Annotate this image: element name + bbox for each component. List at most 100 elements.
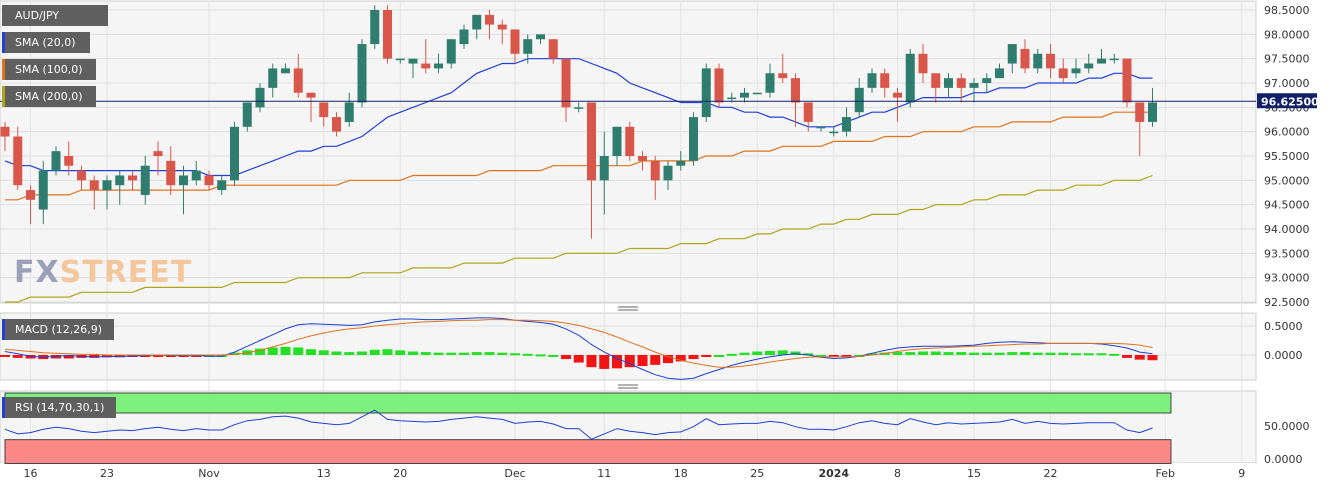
macd-bar: [777, 350, 788, 355]
candle: [842, 107, 851, 137]
rsi-y-tick-label: 0.0000: [1264, 453, 1303, 466]
legend-symbol[interactable]: AUD/JPY: [2, 5, 108, 26]
candle: [663, 160, 673, 191]
macd-bar: [369, 349, 380, 355]
y-tick-label: 97.0000: [1264, 77, 1310, 90]
candles: [0, 5, 1157, 239]
candle: [752, 92, 762, 95]
macd-bar: [752, 351, 763, 355]
candle: [1109, 53, 1119, 64]
macd-bar: [969, 352, 979, 355]
legend-sma-200[interactable]: SMA (200,0): [2, 86, 96, 107]
macd-resize-handle[interactable]: [618, 306, 638, 311]
x-tick-label: Feb: [1156, 467, 1175, 480]
macd-bar: [433, 352, 444, 355]
macd-bar: [586, 355, 597, 368]
candle: [1071, 58, 1081, 79]
macd-bar: [561, 355, 571, 360]
macd-bar: [918, 351, 928, 355]
y-tick-label: 95.5000: [1264, 150, 1310, 163]
macd-bar: [930, 351, 941, 355]
candle: [612, 126, 622, 166]
rsi-bands: [4, 392, 1172, 464]
macd-bar: [701, 355, 712, 357]
macd-bar: [688, 355, 699, 360]
macd-bar: [1122, 355, 1132, 358]
macd-bar: [510, 353, 520, 356]
legend-rsi[interactable]: RSI (14,70,30,1): [2, 397, 116, 418]
last-price-label: 96.62500: [1261, 95, 1319, 108]
macd-bar: [663, 355, 673, 364]
candle: [995, 63, 1004, 79]
candle: [383, 5, 392, 64]
y-tick-label: 93.0000: [1264, 272, 1310, 285]
candle: [77, 165, 86, 191]
y-tick-label: 92.5000: [1264, 296, 1310, 309]
candle: [893, 87, 902, 122]
candle: [778, 53, 788, 83]
x-tick-label: 18: [674, 467, 688, 480]
macd-bar: [765, 350, 775, 355]
macd-bar: [497, 352, 508, 355]
candle: [561, 58, 571, 122]
candle: [676, 151, 686, 171]
candle: [791, 73, 800, 127]
candle: [0, 121, 10, 152]
candle: [944, 73, 953, 98]
macd-bar: [459, 352, 469, 355]
macd-bar: [739, 352, 750, 355]
candle: [204, 170, 214, 191]
candle: [166, 146, 176, 195]
candle: [64, 141, 74, 176]
macd-bar: [0, 355, 10, 357]
candle: [357, 39, 367, 108]
macd-bar: [102, 355, 112, 358]
macd-bar: [25, 355, 36, 359]
x-tick-label: 22: [1044, 467, 1058, 480]
candle: [880, 68, 890, 98]
x-tick-label: 16: [24, 467, 38, 480]
rsi-resize-handle[interactable]: [618, 384, 638, 389]
candle: [650, 156, 660, 200]
macd-series-0: [4, 317, 1153, 380]
x-axis-ticks: 16 23 Nov 13 20 Dec 11 18 25 2024 8 15 22 Feb 9: [24, 467, 1246, 480]
candle: [1046, 44, 1055, 79]
candle: [1135, 102, 1145, 156]
candle: [765, 63, 775, 98]
candle: [306, 92, 316, 122]
macd-bar: [650, 355, 661, 365]
candle: [803, 102, 813, 132]
candle: [434, 53, 443, 74]
candle: [1020, 39, 1030, 74]
macd-bar: [408, 351, 418, 355]
legend-sma-20[interactable]: SMA (20,0): [2, 32, 90, 53]
macd-bar: [395, 350, 406, 355]
macd-bar: [522, 353, 533, 356]
candle: [701, 63, 711, 122]
candle: [281, 63, 290, 74]
macd-bar: [1007, 352, 1018, 355]
macd-bar: [956, 352, 967, 355]
candle: [179, 165, 188, 215]
candle: [446, 39, 456, 69]
macd-bar: [471, 352, 482, 355]
watermark: FXSTREET: [14, 255, 192, 290]
legend-sma-100[interactable]: SMA (100,0): [2, 59, 96, 80]
legend-macd[interactable]: MACD (12,26,9): [2, 319, 114, 340]
candle: [89, 175, 99, 210]
y-axis-ticks: 98.500098.000097.500097.000096.500096.00…: [1264, 4, 1310, 466]
candle: [370, 5, 380, 49]
macd-series-1: [4, 319, 1153, 368]
macd-bar: [63, 355, 74, 359]
macd-bar: [484, 352, 495, 355]
macd-bar: [994, 352, 1005, 355]
candle: [459, 24, 469, 49]
macd-bar: [1058, 352, 1069, 355]
candle: [982, 73, 992, 93]
candle: [230, 121, 239, 186]
macd-bar: [905, 352, 916, 355]
macd-bar: [1109, 353, 1120, 356]
macd-bar: [306, 349, 316, 355]
sma-line-2: [5, 174, 1153, 303]
macd-bar: [446, 352, 457, 355]
